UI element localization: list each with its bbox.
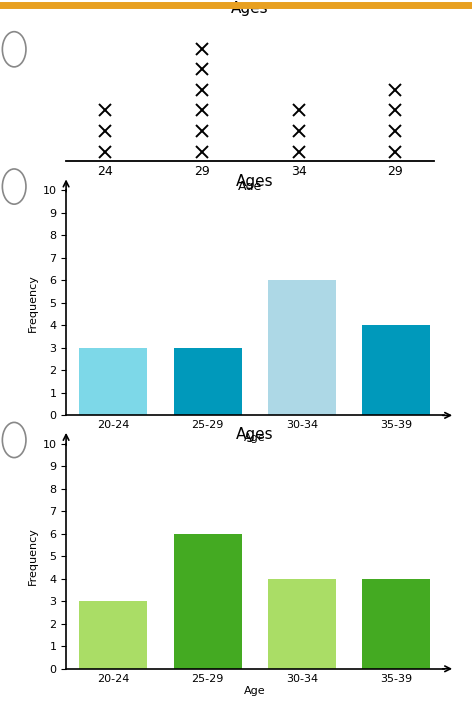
Bar: [268, 579, 336, 669]
Bar: [268, 280, 336, 415]
Bar: [79, 601, 147, 669]
Title: Ages: Ages: [231, 1, 269, 16]
Bar: [174, 348, 242, 415]
Bar: [362, 325, 430, 415]
X-axis label: Age: Age: [244, 686, 266, 696]
Bar: [362, 579, 430, 669]
Bar: [174, 534, 242, 669]
Y-axis label: Frequency: Frequency: [28, 274, 38, 332]
Title: Ages: Ages: [236, 174, 274, 189]
X-axis label: Age: Age: [238, 180, 262, 194]
Title: Ages: Ages: [236, 427, 274, 442]
Bar: [79, 348, 147, 415]
Y-axis label: Frequency: Frequency: [28, 527, 38, 585]
X-axis label: Age: Age: [244, 433, 266, 443]
